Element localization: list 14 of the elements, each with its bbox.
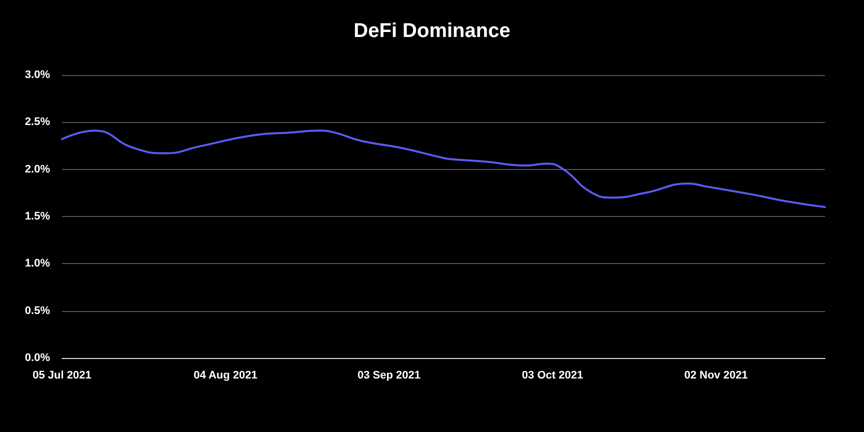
y-tick-label: 1.0% bbox=[24, 258, 50, 270]
y-tick-label: 1.5% bbox=[24, 210, 50, 222]
y-tick-label: 3.0% bbox=[24, 69, 50, 81]
chart-title: DeFi Dominance bbox=[354, 20, 510, 42]
y-tick-label: 2.0% bbox=[24, 163, 50, 176]
y-tick-label: 0.0% bbox=[24, 352, 50, 364]
x-tick-label: 02 Nov 2021 bbox=[684, 370, 748, 382]
line-series bbox=[61, 130, 826, 208]
x-tick-label: 03 Sep 2021 bbox=[358, 370, 420, 382]
y-tick-label: 0.5% bbox=[24, 304, 50, 317]
x-tick-label: 05 Jul 2021 bbox=[32, 370, 92, 382]
x-tick-label: 03 Oct 2021 bbox=[522, 370, 584, 382]
y-tick-label: 2.5% bbox=[24, 116, 50, 128]
x-tick-label: 04 Aug 2021 bbox=[194, 370, 258, 382]
